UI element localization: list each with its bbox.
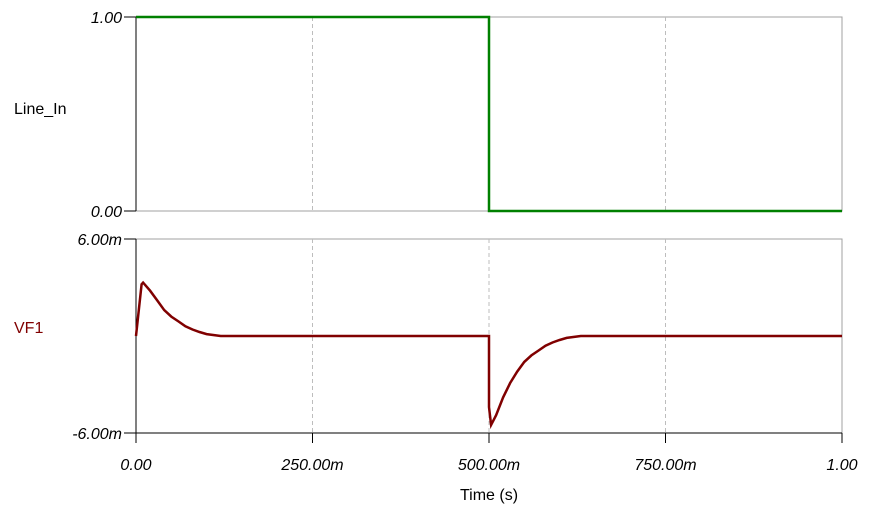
x-ticks: 0.00 250.00m 500.00m 750.00m 1.00: [120, 433, 858, 474]
y-tick-label: -6.00m: [72, 426, 122, 443]
x-tick-label: 1.00: [826, 457, 857, 474]
y-ticks-line-in: 0.00 1.00: [91, 10, 136, 221]
panel-line-in: 0.00 1.00 Line_In: [14, 10, 843, 221]
x-tick-label: 750.00m: [634, 457, 696, 474]
series-vf1: [134, 280, 842, 430]
panel-vf1: -6.00m 6.00m 0.00 250.00m 500.00m 750.00m 1.0…: [14, 232, 858, 504]
x-tick-label: 0.00: [120, 457, 151, 474]
y-tick-label: 1.00: [91, 10, 122, 27]
y-tick-label: 6.00m: [78, 232, 122, 249]
x-tick-label: 500.00m: [458, 457, 520, 474]
y-tick-label: 0.00: [91, 204, 122, 221]
series-label-line-in: Line_In: [14, 101, 67, 118]
series-line-in: [136, 15, 842, 213]
y-ticks-vf1: -6.00m 6.00m: [72, 232, 136, 443]
x-axis-title: Time (s): [460, 487, 518, 504]
x-tick-label: 250.00m: [280, 457, 343, 474]
series-label-vf1: VF1: [14, 320, 43, 337]
